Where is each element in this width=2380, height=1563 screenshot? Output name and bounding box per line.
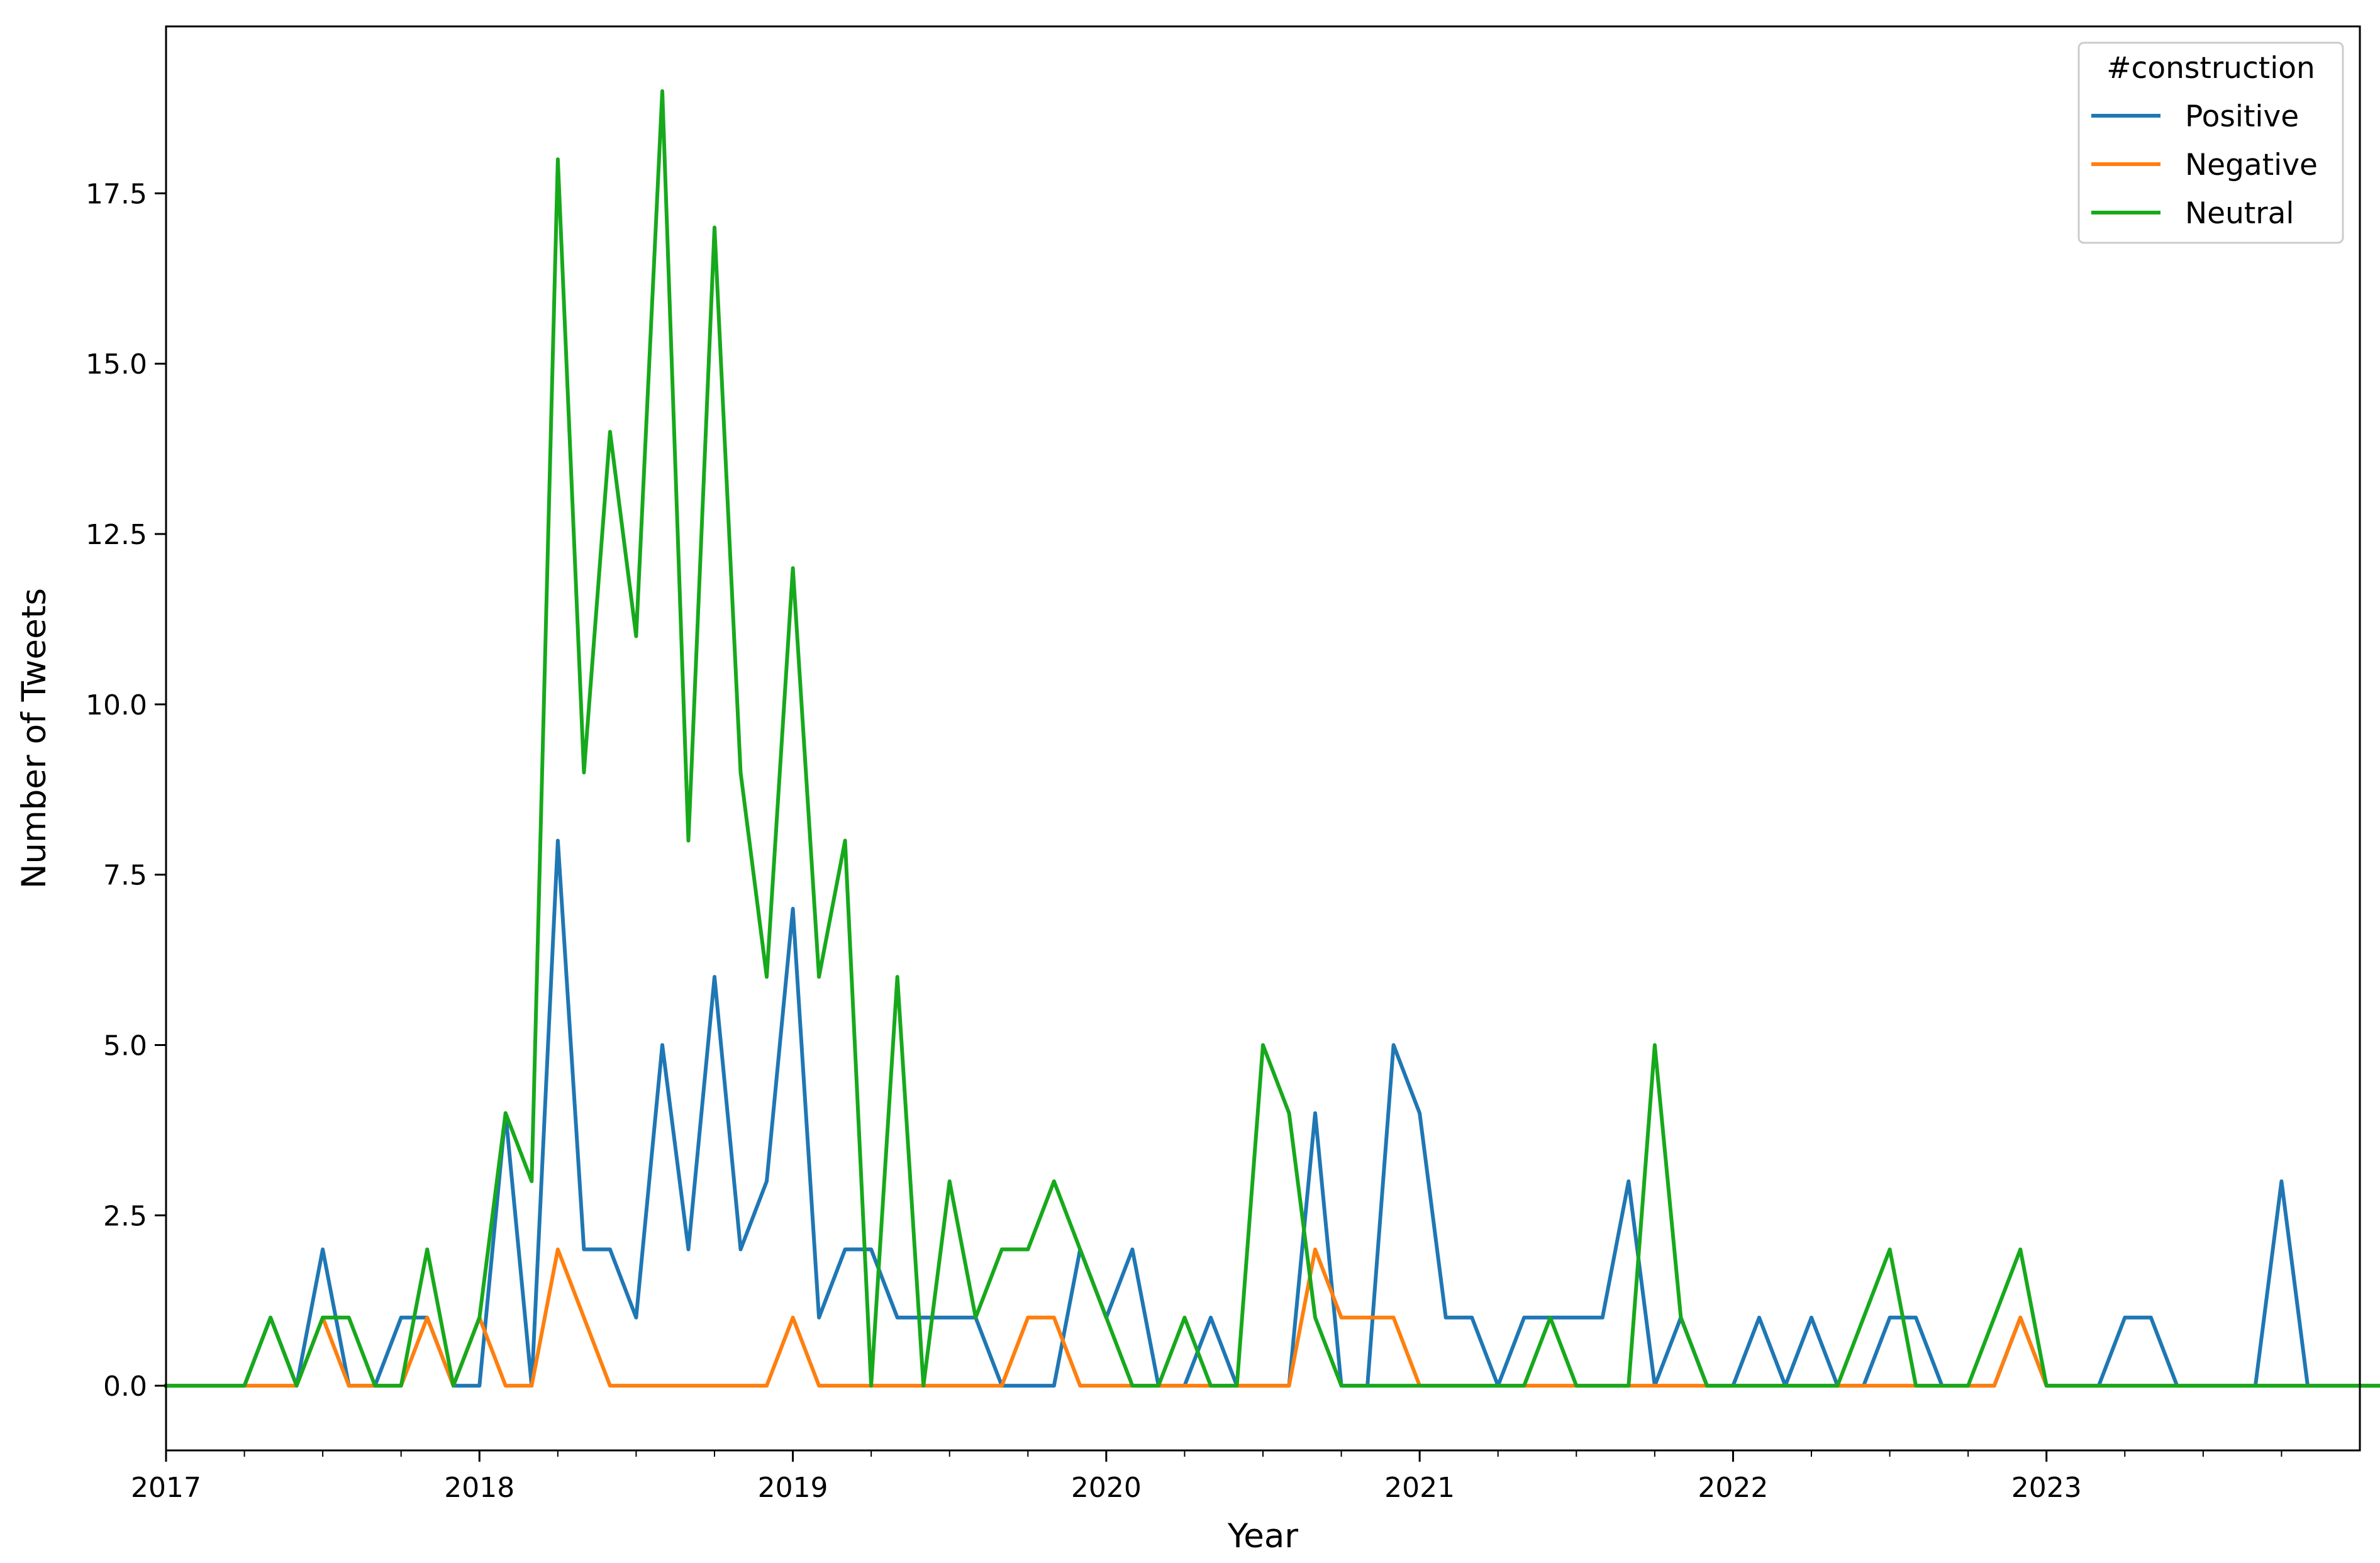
- legend-items: Positive Negative Neutral: [2091, 99, 2318, 231]
- x-tick-label: 2017: [131, 1472, 201, 1504]
- y-tick-label: 17.5: [86, 178, 147, 210]
- legend-title: #construction: [2106, 51, 2315, 86]
- y-tick-label: 2.5: [103, 1200, 147, 1232]
- y-tick-label: 5.0: [103, 1030, 147, 1062]
- x-tick-label: 2023: [2011, 1472, 2082, 1504]
- legend-label-negative: Negative: [2185, 148, 2318, 182]
- legend-label-neutral: Neutral: [2185, 196, 2294, 231]
- y-axis: 0.0 2.5 5.0 7.5 10.0 12.5 15.0 17.5: [86, 178, 166, 1403]
- x-tick-label: 2022: [1698, 1472, 1768, 1504]
- x-tick-label: 2019: [758, 1472, 828, 1504]
- series-layer: [164, 89, 2380, 1388]
- series-line-neutral: [164, 89, 2380, 1388]
- y-axis-title: Number of Tweets: [15, 588, 53, 889]
- y-tick-label: 10.0: [86, 689, 147, 721]
- x-axis-title: Year: [1227, 1517, 1298, 1555]
- x-axis: 2017 2018 2019 2020 2021 2022 2023: [131, 1450, 2283, 1504]
- x-tick-label: 2021: [1384, 1472, 1455, 1504]
- x-tick-label: 2020: [1071, 1472, 1142, 1504]
- y-tick-label: 7.5: [103, 860, 147, 892]
- y-tick-label: 0.0: [103, 1371, 147, 1403]
- legend-label-positive: Positive: [2185, 99, 2299, 134]
- y-tick-label: 12.5: [86, 519, 147, 551]
- x-tick-label: 2018: [444, 1472, 514, 1504]
- legend: #construction Positive Negative Neutral: [2077, 42, 2344, 244]
- legend-box: [2077, 42, 2344, 244]
- y-tick-label: 15.0: [86, 348, 147, 381]
